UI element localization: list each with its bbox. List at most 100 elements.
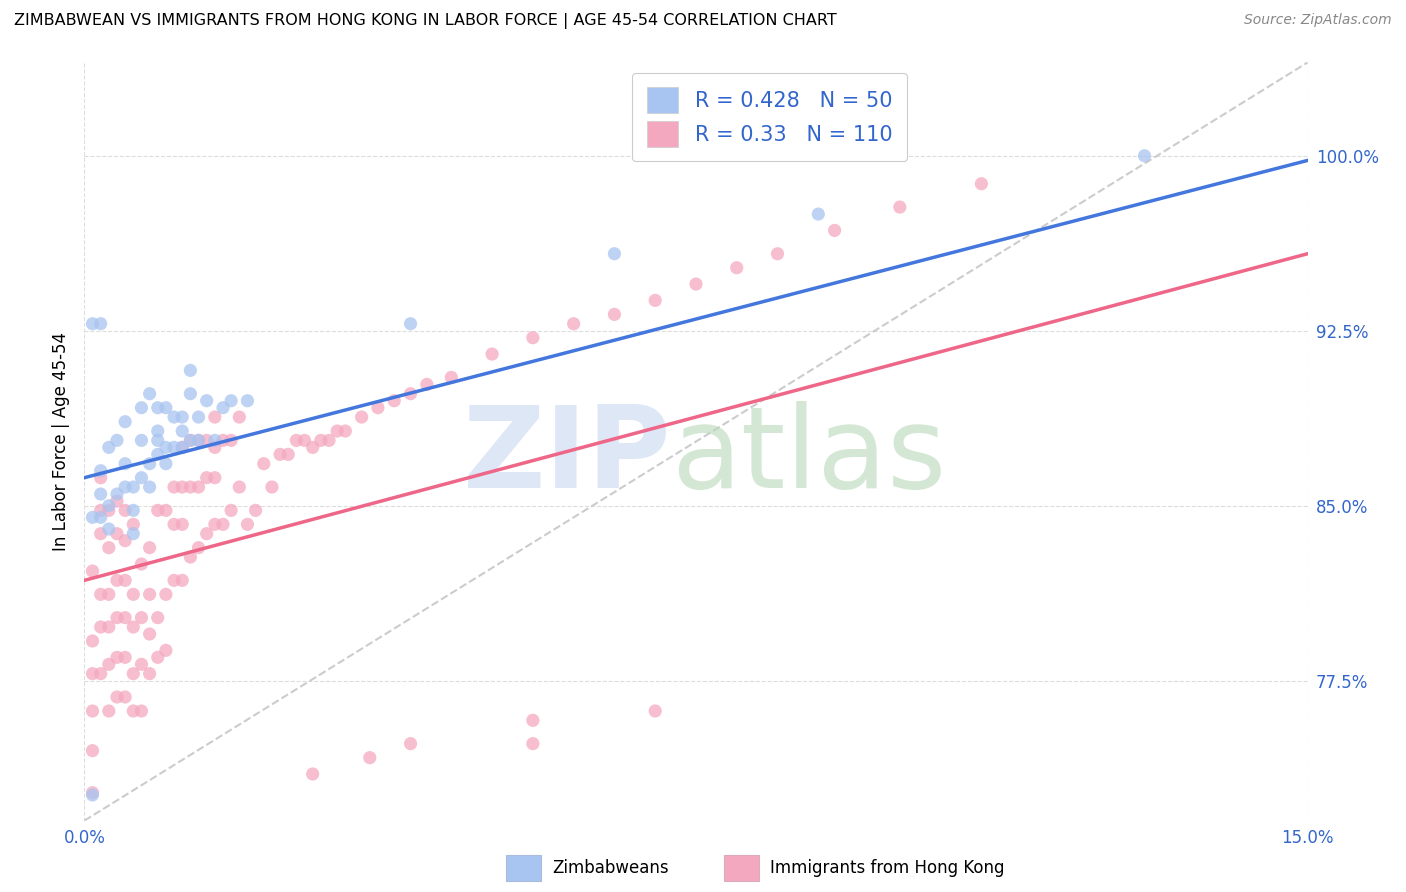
- Point: [644, 704, 666, 718]
- Point: [105, 574, 128, 588]
- Point: [253, 457, 276, 471]
- Point: [212, 517, 235, 532]
- Point: [382, 393, 405, 408]
- Point: [219, 393, 242, 408]
- Point: [138, 386, 160, 401]
- Point: [97, 499, 120, 513]
- Point: [236, 393, 259, 408]
- Point: [146, 434, 169, 448]
- Point: [187, 434, 209, 448]
- Point: [131, 401, 153, 415]
- Point: [187, 480, 209, 494]
- Point: [172, 574, 194, 588]
- Point: [603, 307, 626, 321]
- Point: [122, 666, 145, 681]
- Point: [163, 410, 186, 425]
- Point: [90, 510, 112, 524]
- Point: [90, 587, 112, 601]
- Point: [114, 574, 136, 588]
- Point: [725, 260, 748, 275]
- Point: [889, 200, 911, 214]
- Point: [155, 401, 177, 415]
- Text: Source: ZipAtlas.com: Source: ZipAtlas.com: [1244, 13, 1392, 28]
- Point: [105, 650, 128, 665]
- Point: [204, 434, 226, 448]
- Point: [105, 434, 128, 448]
- Point: [163, 574, 186, 588]
- Point: [131, 704, 153, 718]
- Point: [90, 317, 112, 331]
- Point: [260, 480, 283, 494]
- Point: [82, 510, 104, 524]
- Text: ZIP: ZIP: [463, 401, 672, 512]
- Point: [97, 541, 120, 555]
- Point: [179, 480, 201, 494]
- Point: [90, 620, 112, 634]
- Point: [146, 503, 169, 517]
- Y-axis label: In Labor Force | Age 45-54: In Labor Force | Age 45-54: [52, 332, 70, 551]
- Point: [399, 317, 422, 331]
- Point: [228, 480, 250, 494]
- Point: [824, 223, 846, 237]
- Point: [97, 503, 120, 517]
- Point: [82, 564, 104, 578]
- Point: [105, 526, 128, 541]
- Point: [219, 503, 242, 517]
- Text: atlas: atlas: [672, 401, 946, 512]
- Point: [105, 487, 128, 501]
- Point: [204, 410, 226, 425]
- Point: [212, 434, 235, 448]
- Point: [105, 610, 128, 624]
- Point: [122, 503, 145, 517]
- Point: [82, 744, 104, 758]
- Point: [97, 441, 120, 455]
- Point: [644, 293, 666, 308]
- Point: [269, 447, 291, 461]
- Point: [179, 363, 201, 377]
- Point: [970, 177, 993, 191]
- Point: [187, 410, 209, 425]
- Point: [204, 471, 226, 485]
- Point: [90, 487, 112, 501]
- Point: [122, 620, 145, 634]
- Point: [187, 434, 209, 448]
- Point: [195, 393, 218, 408]
- Point: [685, 277, 707, 291]
- Point: [326, 424, 349, 438]
- Point: [131, 471, 153, 485]
- Point: [416, 377, 439, 392]
- Point: [138, 666, 160, 681]
- Legend: R = 0.428   N = 50, R = 0.33   N = 110: R = 0.428 N = 50, R = 0.33 N = 110: [633, 73, 907, 161]
- Point: [179, 549, 201, 564]
- Point: [367, 401, 389, 415]
- Point: [603, 246, 626, 260]
- Point: [82, 317, 104, 331]
- Point: [131, 610, 153, 624]
- Point: [399, 737, 422, 751]
- Point: [146, 650, 169, 665]
- Point: [97, 620, 120, 634]
- Point: [163, 480, 186, 494]
- Point: [146, 424, 169, 438]
- Point: [179, 434, 201, 448]
- Point: [138, 627, 160, 641]
- Point: [114, 457, 136, 471]
- Point: [97, 522, 120, 536]
- Point: [172, 441, 194, 455]
- Point: [807, 207, 830, 221]
- Point: [90, 503, 112, 517]
- Point: [131, 657, 153, 672]
- Point: [146, 447, 169, 461]
- Point: [90, 666, 112, 681]
- Point: [318, 434, 340, 448]
- Point: [82, 634, 104, 648]
- Point: [301, 441, 323, 455]
- Point: [138, 587, 160, 601]
- Point: [195, 526, 218, 541]
- Point: [105, 690, 128, 704]
- Point: [301, 767, 323, 781]
- Point: [359, 750, 381, 764]
- Point: [138, 457, 160, 471]
- Point: [146, 401, 169, 415]
- FancyBboxPatch shape: [724, 855, 759, 881]
